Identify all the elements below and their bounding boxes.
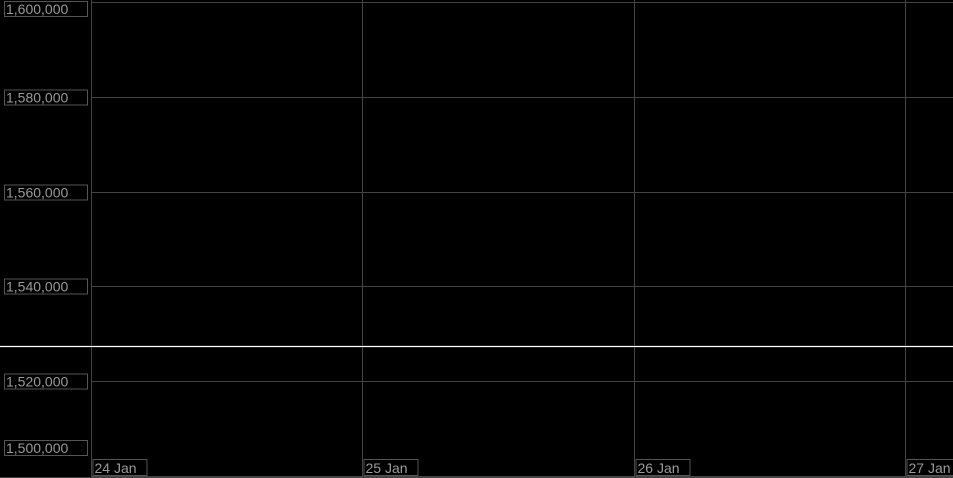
y-tick-label: 1,540,000 (6, 279, 68, 295)
y-tick-label: 1,600,000 (6, 1, 68, 17)
x-tick-box (92, 459, 148, 476)
x-tick-label: 24 Jan (95, 460, 137, 476)
x-tick-box (363, 459, 419, 476)
x-tick-box (906, 459, 953, 476)
y-tick-box (4, 440, 88, 456)
x-tick-label: 26 Jan (638, 460, 680, 476)
y-tick-box (4, 278, 88, 295)
y-tick-label: 1,560,000 (6, 185, 68, 201)
y-tick-label: 1,500,000 (6, 440, 68, 456)
axis-labels: 1,500,000 1,520,000 1,540,000 1,560,000 1,58… (4, 1, 953, 476)
y-tick-box (4, 184, 88, 201)
x-tick-label: 25 Jan (366, 460, 408, 476)
y-tick-label: 1,580,000 (6, 90, 68, 106)
x-tick-label: 27 Jan (909, 460, 951, 476)
y-tick-box (4, 89, 88, 106)
x-tick-box (635, 459, 691, 476)
y-tick-label: 1,520,000 (6, 374, 68, 390)
y-tick-box (4, 373, 88, 390)
y-tick-box (4, 1, 88, 17)
